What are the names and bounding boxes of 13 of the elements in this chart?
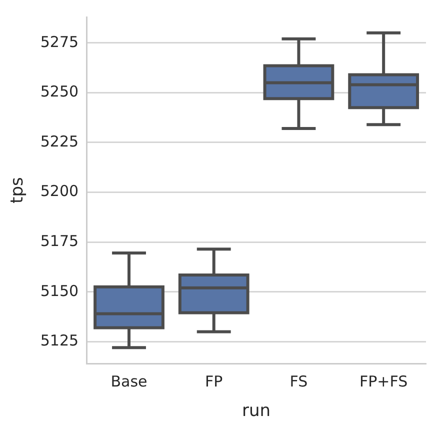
y-tick-label: 5275	[40, 32, 79, 51]
x-tick-label: Base	[110, 372, 148, 390]
x-tick-label: FP	[205, 372, 223, 390]
x-tick-label: FP+FS	[360, 372, 408, 390]
y-tick-label: 5200	[40, 182, 79, 200]
y-tick-label: 5250	[40, 82, 79, 101]
y-tick-label: 5125	[40, 332, 79, 350]
y-tick-label: 5175	[40, 232, 79, 250]
y-tick-label: 5225	[40, 132, 79, 150]
y-tick-label: 5150	[40, 282, 79, 300]
y-axis-title: tps	[8, 177, 28, 204]
x-axis-title: run	[242, 401, 271, 422]
x-tick-label: FS	[290, 372, 308, 390]
